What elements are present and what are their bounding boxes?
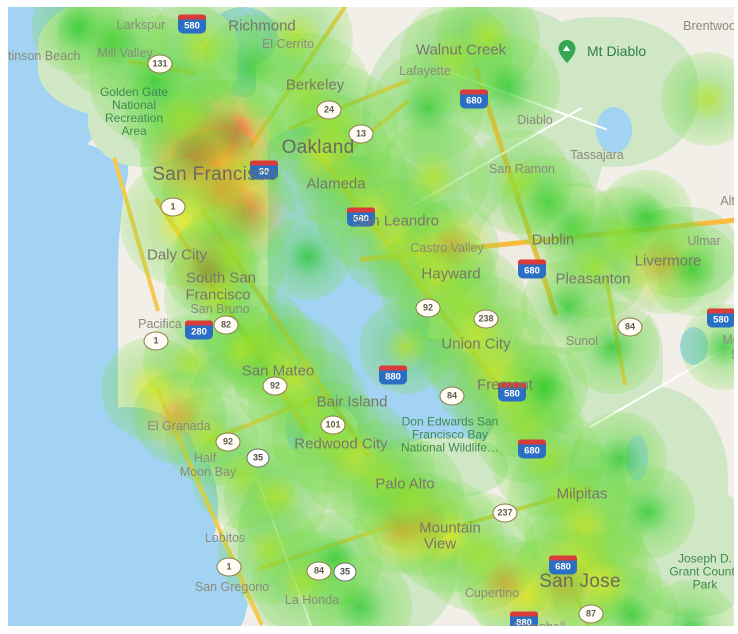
highway-shield-880: 880	[379, 365, 407, 385]
highway-shield-238: 238	[473, 309, 499, 329]
shield-number: 82	[220, 319, 231, 330]
highway-shield-24: 24	[316, 100, 342, 120]
shield-number: 35	[339, 566, 350, 577]
shield-number: 680	[524, 445, 540, 457]
highway-shield-101: 101	[320, 415, 346, 435]
highway-shield-92: 92	[262, 376, 288, 396]
shield-number: 92	[222, 436, 233, 447]
highway-shield-580: 580	[347, 207, 375, 227]
shield-number: 84	[313, 565, 324, 576]
shield-number: 101	[325, 419, 341, 430]
highway-shield-92: 92	[415, 298, 441, 318]
highway-shield-35: 35	[333, 562, 357, 582]
highway-shield-13: 13	[348, 124, 374, 144]
shield-number: 87	[585, 608, 596, 619]
shield-number: 84	[624, 321, 635, 332]
shield-number: 35	[252, 452, 263, 463]
highway-shield-82: 82	[213, 315, 239, 335]
highway-shield-80: 80	[250, 160, 278, 180]
shield-number: 80	[258, 166, 270, 178]
shield-number: 92	[422, 302, 433, 313]
shield-number: 92	[269, 380, 280, 391]
shield-number: 237	[497, 507, 513, 518]
shield-number: 84	[446, 390, 457, 401]
shield-number: 1	[226, 561, 232, 572]
highway-shield-1: 1	[160, 197, 186, 217]
highway-shield-35: 35	[246, 448, 270, 468]
shield-number: 580	[184, 20, 200, 32]
highway-shield-1: 1	[216, 557, 242, 577]
lake-del-valle	[596, 107, 632, 153]
highway-shield-1: 1	[143, 331, 169, 351]
highway-shield-layer: 580 131 680 24 80 13 580 680 580 1 280 880 580 680 82 9…	[8, 7, 734, 626]
highway-shield-580: 580	[178, 14, 206, 34]
shield-number: 131	[152, 58, 168, 69]
highway-shield-880: 880	[510, 611, 538, 626]
highway-shield-680: 680	[549, 555, 577, 575]
highway-shield-84: 84	[617, 317, 643, 337]
highway-shield-84: 84	[306, 561, 332, 581]
shield-number: 24	[323, 104, 334, 115]
highway-shield-87: 87	[578, 604, 604, 624]
shield-number: 680	[555, 561, 571, 573]
shield-number: 580	[353, 213, 369, 225]
shield-number: 238	[478, 313, 494, 324]
shield-number: 580	[504, 388, 520, 400]
shield-number: 1	[153, 335, 159, 346]
map-pin-icon[interactable]	[558, 40, 576, 63]
highway-shield-237: 237	[492, 503, 518, 523]
shield-number: 1	[170, 201, 176, 212]
highway-shield-92: 92	[215, 432, 241, 452]
shield-number: 680	[466, 95, 482, 107]
poi-layer[interactable]: Mt Diablo	[8, 7, 734, 626]
highway-shield-580: 580	[707, 308, 734, 328]
shield-number: 280	[191, 326, 207, 338]
highway-shield-680: 680	[518, 439, 546, 459]
shield-number: 580	[713, 314, 729, 326]
poi-label: Mt Diablo	[587, 43, 647, 59]
highway-shield-280: 280	[185, 320, 213, 340]
highway-shield-580: 580	[498, 382, 526, 402]
shield-number: 13	[355, 128, 366, 139]
shield-number: 680	[524, 265, 540, 277]
highway-shield-131: 131	[147, 54, 173, 74]
map-canvas[interactable]: 580 131 680 24 80 13 580 680 580 1 280 880 580 680 82 9…	[8, 7, 734, 626]
highway-shield-84: 84	[439, 386, 465, 406]
highway-shield-680: 680	[518, 259, 546, 279]
shield-number: 880	[516, 617, 532, 626]
shield-number: 880	[385, 371, 401, 383]
highway-shield-680: 680	[460, 89, 488, 109]
